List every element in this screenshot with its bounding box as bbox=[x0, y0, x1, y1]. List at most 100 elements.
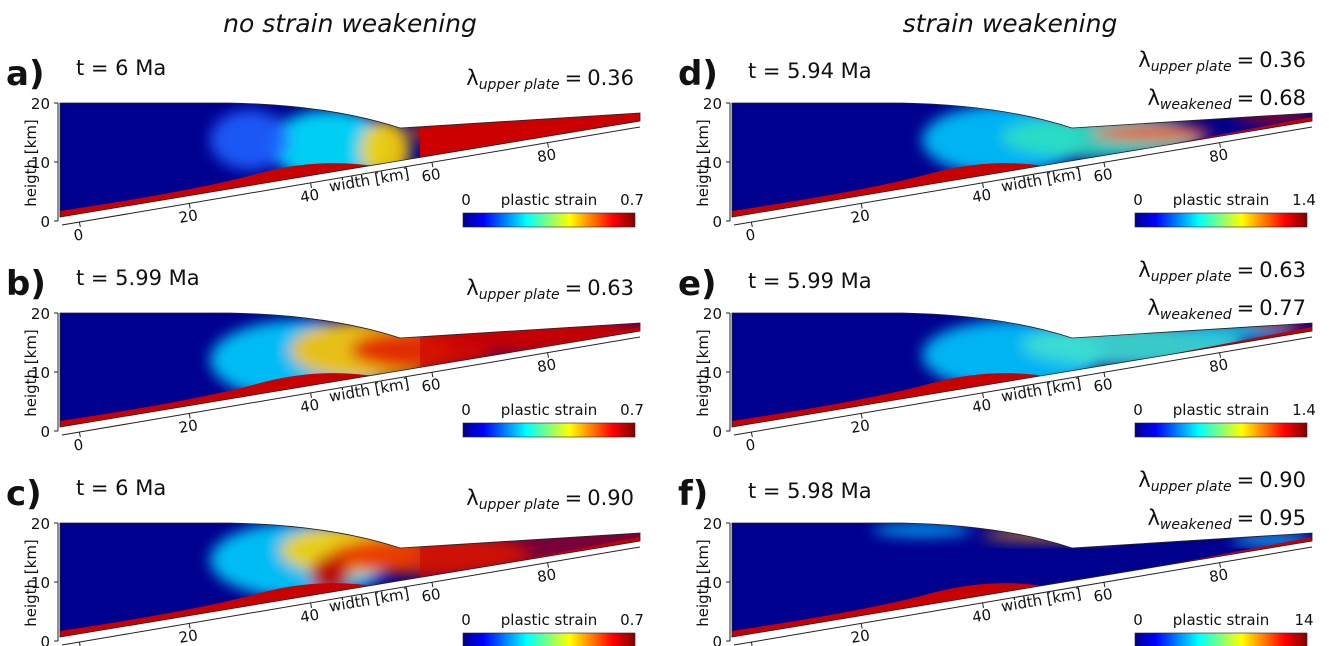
colorbar bbox=[1134, 212, 1308, 228]
x-tick bbox=[431, 162, 434, 168]
lambda: λupper plate = 0.36 bbox=[1138, 48, 1306, 75]
panel: f) t = 5.98 Ma λupper plate = 0.90 λweakened =… bbox=[678, 468, 1314, 646]
x-tick bbox=[1103, 372, 1106, 378]
y-tick-label: 20 bbox=[31, 305, 50, 323]
colorbar-label: plastic strain bbox=[501, 191, 598, 209]
lambda: λweakened = 0.95 bbox=[1147, 506, 1306, 533]
time: t = 5.99 Ma bbox=[76, 266, 200, 290]
y-axis-label: heigth [km] bbox=[22, 119, 40, 207]
y-tick-label: 0 bbox=[40, 423, 50, 441]
panel-label: b) bbox=[6, 264, 46, 304]
x-tick-label: 80 bbox=[536, 145, 558, 166]
panel-label: c) bbox=[6, 474, 42, 514]
x-tick-label: 80 bbox=[1208, 565, 1230, 586]
x-tick-label: 40 bbox=[299, 185, 321, 206]
colorbar-label: plastic strain bbox=[1173, 191, 1270, 209]
x-tick bbox=[547, 352, 550, 358]
x-tick-label: 20 bbox=[849, 416, 871, 437]
column-title: no strain weakening bbox=[223, 9, 477, 38]
x-tick-label: 60 bbox=[420, 165, 442, 186]
domain-outline bbox=[731, 102, 1313, 218]
x-tick bbox=[188, 203, 191, 209]
x-tick bbox=[750, 431, 753, 438]
x-tick bbox=[1103, 582, 1106, 588]
x-tick-label: 80 bbox=[536, 355, 558, 376]
time: t = 6 Ma bbox=[76, 476, 166, 500]
x-tick bbox=[310, 602, 313, 608]
x-tick-label: 20 bbox=[177, 206, 199, 227]
y-tick-label: 10 bbox=[703, 154, 722, 172]
colorbar-max: 1.4 bbox=[1292, 191, 1316, 209]
panel-label: a) bbox=[6, 54, 44, 94]
x-axis bbox=[733, 546, 1313, 646]
x-tick-label: 20 bbox=[849, 626, 871, 646]
time: t = 5.98 Ma bbox=[748, 479, 872, 503]
x-tick bbox=[860, 413, 863, 419]
lambda: λupper plate = 0.90 bbox=[1138, 468, 1306, 495]
y-tick-label: 20 bbox=[31, 95, 50, 113]
lambda: λupper plate = 0.63 bbox=[466, 276, 634, 303]
x-axis bbox=[61, 546, 641, 646]
y-tick-label: 20 bbox=[703, 95, 722, 113]
y-tick-label: 20 bbox=[703, 515, 722, 533]
x-tick-label: 20 bbox=[177, 416, 199, 437]
y-tick-label: 0 bbox=[40, 633, 50, 646]
colorbar-min: 0 bbox=[1133, 401, 1143, 419]
panel-label: e) bbox=[678, 264, 717, 304]
x-tick bbox=[78, 641, 81, 646]
panel: d) t = 5.94 Ma λupper plate = 0.36 λweakened =… bbox=[678, 48, 1316, 245]
x-tick bbox=[1219, 142, 1222, 148]
domain-outline bbox=[731, 522, 1313, 638]
colorbar-min: 0 bbox=[461, 191, 471, 209]
x-tick bbox=[860, 623, 863, 629]
x-axis bbox=[733, 126, 1313, 226]
time: t = 5.99 Ma bbox=[748, 269, 872, 293]
x-tick bbox=[431, 372, 434, 378]
x-tick-label: 0 bbox=[72, 435, 84, 454]
x-tick bbox=[1219, 352, 1222, 358]
x-tick bbox=[1219, 562, 1222, 568]
x-tick bbox=[750, 641, 753, 646]
x-tick bbox=[1103, 162, 1106, 168]
y-tick-label: 0 bbox=[712, 213, 722, 231]
x-tick-label: 20 bbox=[177, 626, 199, 646]
domain-outline bbox=[59, 312, 641, 428]
panel: b) t = 5.99 Ma λupper plate = 0.6320100heigt… bbox=[6, 264, 644, 455]
x-axis bbox=[733, 336, 1313, 436]
y-tick-label: 10 bbox=[703, 574, 722, 592]
colorbar bbox=[1134, 632, 1308, 646]
x-tick bbox=[750, 221, 753, 228]
x-tick bbox=[547, 142, 550, 148]
x-tick bbox=[310, 182, 313, 188]
x-tick bbox=[188, 413, 191, 419]
x-tick-label: 20 bbox=[849, 206, 871, 227]
colorbar-max: 1.4 bbox=[1292, 401, 1316, 419]
model-domain bbox=[732, 313, 1312, 427]
colorbar-label: plastic strain bbox=[501, 611, 598, 629]
model-domain bbox=[60, 523, 640, 637]
colorbar-max: 0.7 bbox=[620, 191, 644, 209]
lambda: λupper plate = 0.90 bbox=[466, 486, 634, 513]
x-tick-label: 0 bbox=[72, 225, 84, 244]
lambda: λupper plate = 0.36 bbox=[466, 66, 634, 93]
y-axis-label: heigth [km] bbox=[22, 539, 40, 627]
y-tick-label: 0 bbox=[712, 633, 722, 646]
x-tick bbox=[982, 182, 985, 188]
x-tick-label: 60 bbox=[1092, 585, 1114, 606]
colorbar-min: 0 bbox=[1133, 611, 1143, 629]
y-axis-label: heigth [km] bbox=[694, 539, 712, 627]
domain-outline bbox=[731, 312, 1313, 428]
y-tick-label: 0 bbox=[40, 213, 50, 231]
x-tick bbox=[431, 582, 434, 588]
x-tick-label: 60 bbox=[420, 375, 442, 396]
x-tick bbox=[310, 392, 313, 398]
y-axis-label: heigth [km] bbox=[694, 119, 712, 207]
domain-outline bbox=[59, 522, 641, 638]
y-tick-label: 10 bbox=[31, 154, 50, 172]
y-tick-label: 20 bbox=[31, 515, 50, 533]
y-tick-label: 20 bbox=[703, 305, 722, 323]
column-title: strain weakening bbox=[903, 9, 1118, 38]
x-tick bbox=[78, 431, 81, 438]
